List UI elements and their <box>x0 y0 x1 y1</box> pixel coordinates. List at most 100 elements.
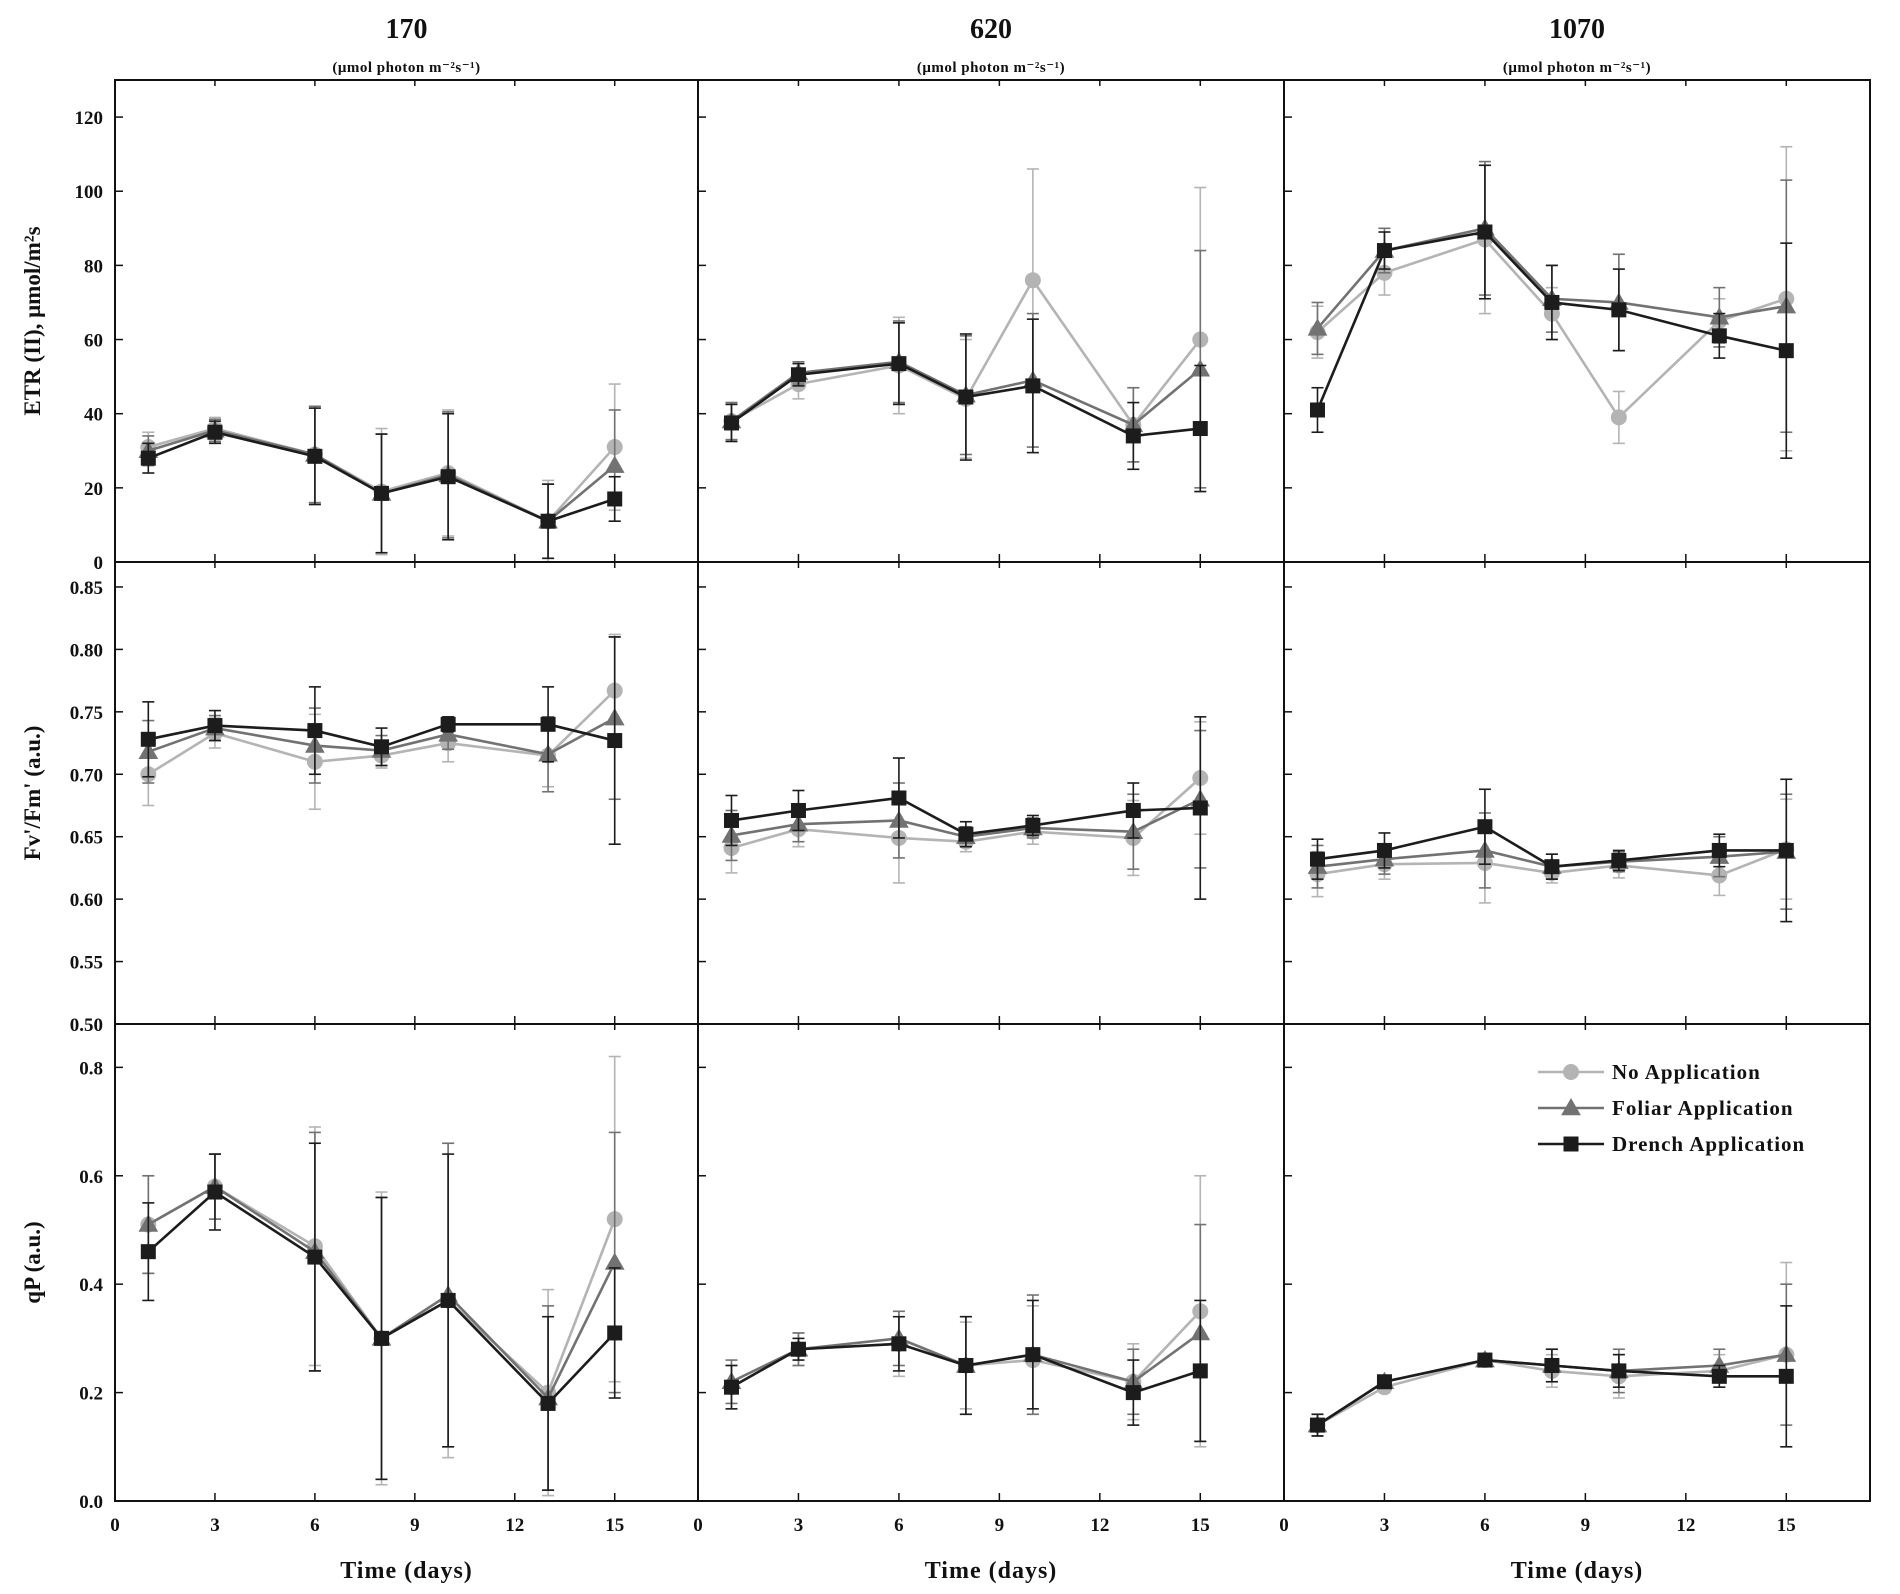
series-square <box>1309 778 1794 923</box>
data-point <box>607 491 623 507</box>
x-tick-label: 0 <box>693 1515 703 1536</box>
data-point <box>1711 1368 1727 1384</box>
y-tick-label: 0.8 <box>79 1058 103 1079</box>
data-point <box>440 716 456 732</box>
data-point <box>1778 343 1794 359</box>
data-point <box>1025 1347 1041 1363</box>
data-point <box>1024 272 1041 289</box>
y-tick-label: 0.0 <box>79 1492 103 1513</box>
data-point <box>1711 328 1727 344</box>
data-point <box>958 1357 974 1373</box>
x-tick-label: 15 <box>1777 1515 1796 1536</box>
series-square <box>140 407 623 560</box>
data-point <box>140 450 156 466</box>
x-axis-label-col-2: Time (days) <box>1511 1558 1644 1584</box>
data-point <box>1376 243 1392 259</box>
y-tick-label: 0 <box>94 553 104 574</box>
data-point <box>1544 859 1560 875</box>
y-tick-label: 0.70 <box>70 765 103 786</box>
y-tick-label: 20 <box>84 479 103 500</box>
y-tick-label: 0.50 <box>70 1015 103 1036</box>
panel-r1-c2 <box>1283 561 1871 1025</box>
x-tick-label: 15 <box>605 1515 624 1536</box>
data-point <box>1477 1352 1493 1368</box>
y-tick-label: 0.55 <box>70 953 103 974</box>
panel-r0-c1 <box>697 79 1285 563</box>
data-point <box>1711 842 1727 858</box>
y-tick-label: 0.65 <box>70 828 103 849</box>
column-title-170: 170 <box>386 14 428 45</box>
data-point <box>1192 1363 1208 1379</box>
panel-frame <box>697 561 1285 1025</box>
data-point <box>604 1252 625 1270</box>
y-tick-label: 60 <box>84 331 103 352</box>
panel-frame <box>1283 561 1871 1025</box>
data-point <box>1611 302 1627 318</box>
data-point <box>1309 851 1325 867</box>
data-point <box>440 1292 456 1308</box>
data-point <box>607 733 623 749</box>
data-point <box>604 455 625 473</box>
x-axis-label-col-0: Time (days) <box>340 1558 473 1584</box>
data-point <box>1125 428 1141 444</box>
legend: No Application Foliar Application Drench A… <box>1538 1060 1805 1156</box>
y-tick-label: 0.75 <box>70 703 103 724</box>
data-point <box>1025 378 1041 394</box>
data-point <box>307 723 323 739</box>
series-square <box>723 1299 1208 1443</box>
panel-frame <box>1283 1023 1871 1502</box>
series-square <box>1309 1305 1794 1448</box>
panel-r0-c2 <box>1283 79 1871 563</box>
legend-label: Foliar Application <box>1612 1096 1794 1120</box>
data-point <box>438 724 459 742</box>
panel-r0-c0: 0 20 40 60 80 100 120 <box>75 79 699 574</box>
legend-marker-circle <box>1563 1064 1579 1080</box>
data-point <box>1025 817 1041 833</box>
y-tick-label: 120 <box>75 108 104 129</box>
y-tick-label: 0.80 <box>70 640 103 661</box>
x-tick-label: 6 <box>894 1515 904 1536</box>
series-square <box>723 318 1208 493</box>
y-tick-label: 0.6 <box>79 1167 103 1188</box>
column-unit-170: (μmol photon m⁻²s⁻¹) <box>332 60 480 76</box>
data-point <box>958 389 974 405</box>
x-tick-label: 15 <box>1191 1515 1210 1536</box>
data-point <box>1192 800 1208 816</box>
x-tick-label: 0 <box>1279 1515 1289 1536</box>
x-tick-label: 12 <box>1676 1515 1695 1536</box>
data-point <box>1125 1385 1141 1401</box>
data-point <box>1192 421 1208 437</box>
y-tick-label: 100 <box>75 182 104 203</box>
data-point <box>540 716 556 732</box>
x-tick-label: 6 <box>310 1515 320 1536</box>
y-tick-label: 40 <box>84 405 103 426</box>
x-tick-label: 3 <box>210 1515 220 1536</box>
panel-r2-c1: 0 3 6 9 12 15 <box>693 1023 1285 1536</box>
series-square <box>140 636 623 845</box>
data-point <box>207 718 223 734</box>
y-tick-label: 0.85 <box>70 578 103 599</box>
column-title-1070: 1070 <box>1549 14 1605 45</box>
data-point <box>307 448 323 464</box>
x-axis-label-col-1: Time (days) <box>925 1558 1058 1584</box>
series-circle <box>723 721 1209 884</box>
y-tick-label: 0.2 <box>79 1384 103 1405</box>
legend-label: Drench Application <box>1612 1132 1805 1156</box>
x-tick-label: 12 <box>505 1515 524 1536</box>
y-axis-label-row-2: qP (a.u.) <box>20 1221 45 1303</box>
data-point <box>1477 819 1493 835</box>
data-point <box>607 1325 623 1341</box>
x-tick-label: 9 <box>1581 1515 1591 1536</box>
data-point <box>790 367 806 383</box>
data-point <box>1309 402 1325 418</box>
column-title-620: 620 <box>970 14 1012 45</box>
y-tick-label: 80 <box>84 256 103 277</box>
data-point <box>790 1341 806 1357</box>
data-point <box>140 1244 156 1260</box>
data-point <box>207 424 223 440</box>
data-point <box>1376 842 1392 858</box>
data-point <box>1544 1357 1560 1373</box>
column-unit-1070: (μmol photon m⁻²s⁻¹) <box>1503 60 1651 76</box>
data-point <box>1611 852 1627 868</box>
